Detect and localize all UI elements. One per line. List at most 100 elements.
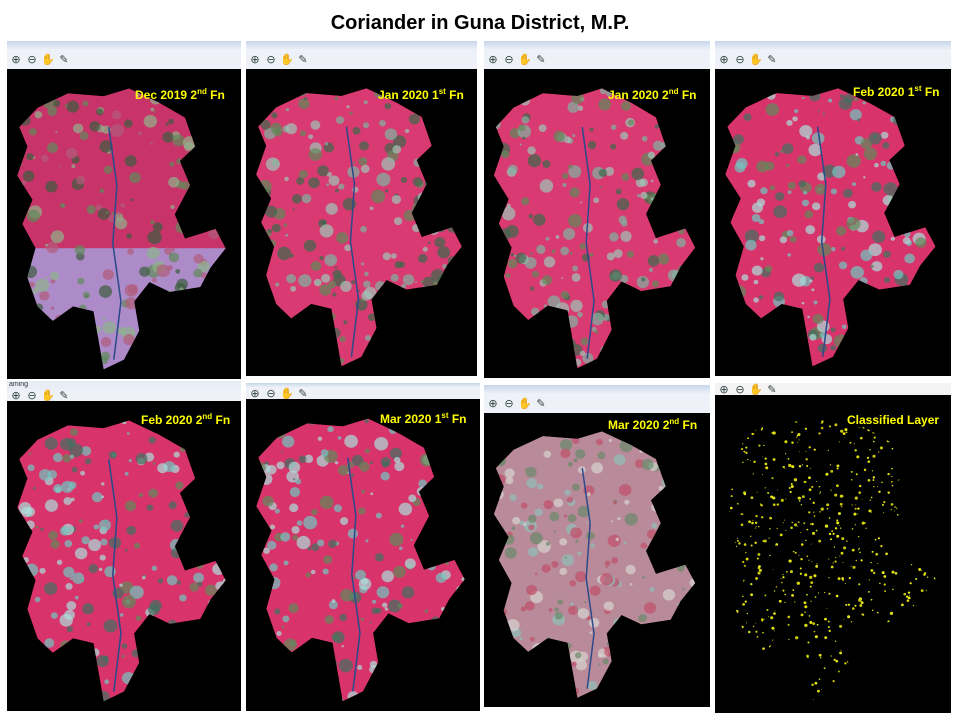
window-title-stub: aming [7,381,241,389]
zoom-out-icon[interactable]: ⊖ [266,52,276,66]
zoom-out-icon[interactable]: ⊖ [27,388,37,402]
land-cover-patch [423,548,437,561]
classified-pixel [772,503,776,507]
land-cover-patch [451,164,461,173]
land-cover-patch [872,230,886,243]
zoom-in-icon[interactable]: ⊕ [11,388,21,402]
map-panel-mar-2020-2nd[interactable]: ⊕ ⊖ ✋ ✎ Mar 2020 2nd Fn [484,385,710,707]
land-cover-patch [736,158,748,169]
classified-pixel [925,455,928,458]
classified-pixel [817,592,820,594]
map-canvas[interactable] [246,399,480,711]
land-cover-patch [63,339,73,348]
land-cover-patch [867,339,871,343]
land-cover-patch [567,681,570,684]
zoom-out-icon[interactable]: ⊖ [735,52,745,66]
land-cover-patch [727,247,740,260]
zoom-in-icon[interactable]: ⊕ [11,52,21,66]
land-cover-patch [830,327,836,333]
zoom-in-icon[interactable]: ⊕ [250,52,260,66]
land-cover-patch [39,567,46,574]
pan-hand-icon[interactable]: ✋ [749,383,763,396]
zoom-in-icon[interactable]: ⊕ [488,396,498,410]
zoom-in-icon[interactable]: ⊕ [719,383,729,396]
land-cover-patch [115,217,128,230]
zoom-out-icon[interactable]: ⊖ [266,386,276,400]
classified-pixel [816,480,818,482]
classified-pixel [938,504,939,505]
map-canvas[interactable] [484,413,710,707]
land-cover-patch [321,273,331,283]
pan-hand-icon[interactable]: ✋ [280,52,294,66]
pan-hand-icon[interactable]: ✋ [280,386,294,400]
panel-date-label: Dec 2019 2nd Fn [135,87,225,102]
map-canvas[interactable] [7,69,241,379]
zoom-out-icon[interactable]: ⊖ [735,383,745,396]
land-cover-patch [447,156,455,164]
pick-pin-icon[interactable]: ✎ [298,52,308,66]
land-cover-patch [152,277,157,283]
classified-pixel [862,663,864,665]
land-cover-patch [142,576,146,580]
land-cover-patch [162,131,174,143]
land-cover-patch [751,213,761,223]
classified-pixel [899,682,902,685]
map-panel-dec-2019-2nd[interactable]: ⊕ ⊖ ✋ ✎ Dec 2019 2nd Fn [7,41,241,379]
pan-hand-icon[interactable]: ✋ [749,52,763,66]
zoom-in-icon[interactable]: ⊕ [250,386,260,400]
map-panel-jan-2020-1st[interactable]: ⊕ ⊖ ✋ ✎ Jan 2020 1st Fn [246,41,477,376]
pick-pin-icon[interactable]: ✎ [298,386,308,400]
map-panel-jan-2020-2nd[interactable]: ⊕ ⊖ ✋ ✎ Jan 2020 2nd Fn [484,41,710,378]
map-panel-classified-layer[interactable]: ⊕ ⊖ ✋ ✎ Classified Layer [715,383,951,713]
land-cover-patch [636,194,641,198]
classified-pixel [762,631,764,634]
pick-pin-icon[interactable]: ✎ [536,396,546,410]
land-cover-patch [726,367,733,373]
classified-pixel [791,521,794,524]
pick-pin-icon[interactable]: ✎ [59,388,69,402]
pan-hand-icon[interactable]: ✋ [41,52,55,66]
classified-pixel [772,569,774,571]
land-cover-patch [48,530,59,541]
classified-pixel [794,419,798,423]
land-cover-patch [328,175,340,186]
map-canvas[interactable] [7,401,241,711]
zoom-out-icon[interactable]: ⊖ [504,396,514,410]
land-cover-patch [101,482,105,486]
map-canvas[interactable] [715,69,951,376]
zoom-out-icon[interactable]: ⊖ [27,52,37,66]
classified-pixel [748,419,750,421]
pick-pin-icon[interactable]: ✎ [536,52,546,66]
map-canvas[interactable] [246,69,477,376]
map-canvas[interactable] [715,395,951,713]
zoom-out-icon[interactable]: ⊖ [504,52,514,66]
land-cover-patch [403,209,416,222]
zoom-in-icon[interactable]: ⊕ [488,52,498,66]
land-cover-patch [183,621,195,634]
pick-pin-icon[interactable]: ✎ [767,383,777,396]
land-cover-patch [359,141,369,151]
pan-hand-icon[interactable]: ✋ [41,388,55,402]
land-cover-patch [626,250,635,258]
map-panel-feb-2020-2nd[interactable]: aming ⊕ ⊖ ✋ ✎ Feb 2020 2nd Fn [7,381,241,711]
pick-pin-icon[interactable]: ✎ [767,52,777,66]
classified-pixel [800,613,804,617]
classified-pixel [756,655,759,658]
map-panel-feb-2020-1st[interactable]: ⊕ ⊖ ✋ ✎ Feb 2020 1st Fn [715,41,951,376]
pick-pin-icon[interactable]: ✎ [59,52,69,66]
land-cover-patch [567,514,577,523]
land-cover-patch [619,439,634,453]
pan-hand-icon[interactable]: ✋ [518,52,532,66]
pan-hand-icon[interactable]: ✋ [518,396,532,410]
zoom-in-icon[interactable]: ⊕ [719,52,729,66]
classified-pixel [908,458,911,461]
land-cover-patch [17,200,29,215]
land-cover-patch [499,350,504,354]
classified-pixel [793,411,796,414]
map-panel-mar-2020-1st[interactable]: ⊕ ⊖ ✋ ✎ Mar 2020 1st Fn [246,383,480,711]
land-cover-patch [615,188,622,195]
map-canvas[interactable] [484,69,710,378]
classified-pixel [769,554,771,557]
land-cover-patch [130,198,134,202]
classified-pixel [785,530,787,532]
